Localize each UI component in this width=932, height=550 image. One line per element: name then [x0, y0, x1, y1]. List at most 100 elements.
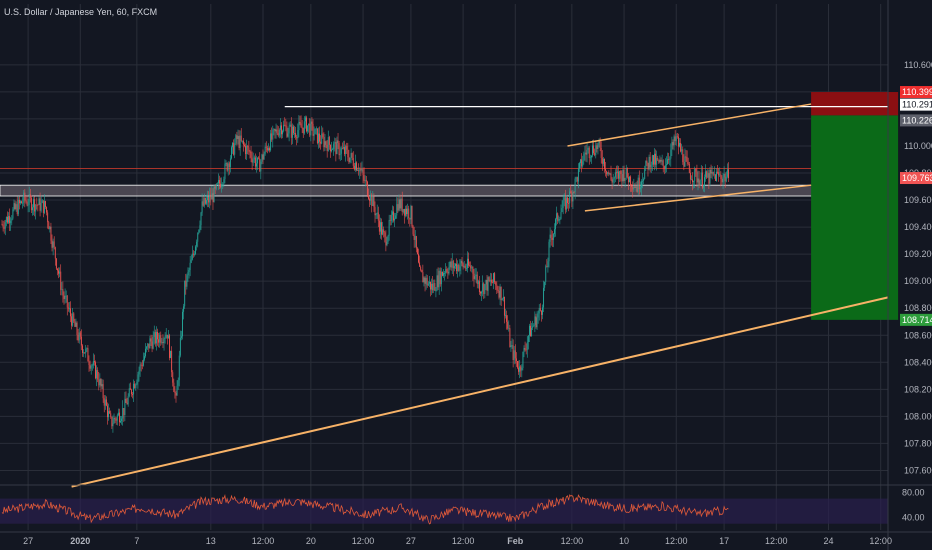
- candle-body: [369, 198, 371, 201]
- candle-body: [518, 367, 520, 372]
- candles-layer: [1, 115, 729, 433]
- candle-body: [116, 415, 118, 421]
- candle-body: [585, 152, 587, 155]
- candle-body: [122, 407, 124, 419]
- candle-body: [521, 367, 523, 371]
- candle-body: [622, 169, 624, 182]
- candle-body: [85, 348, 87, 354]
- candle-body: [3, 227, 5, 229]
- candle-body: [228, 163, 230, 167]
- candle-body: [561, 208, 563, 213]
- candle-body: [320, 141, 322, 144]
- candle-body: [378, 220, 380, 232]
- price-tick-label: 107.600: [904, 465, 932, 475]
- candle-body: [251, 157, 253, 163]
- candle-body: [519, 366, 521, 372]
- candle-body: [150, 338, 152, 342]
- candle-body: [208, 196, 210, 203]
- chart-title: U.S. Dollar / Japanese Yen, 60, FXCM: [4, 7, 157, 17]
- candle-body: [294, 132, 295, 134]
- candle-body: [155, 331, 157, 344]
- candle-body: [397, 204, 399, 211]
- candle-body: [677, 136, 679, 147]
- candle-body: [209, 194, 211, 203]
- candle-body: [687, 161, 689, 164]
- candle-body: [717, 171, 719, 173]
- candle-body: [450, 261, 452, 268]
- candle-body: [173, 382, 175, 392]
- price-badge-target: [900, 313, 932, 326]
- candle-body: [618, 171, 620, 179]
- candle-body: [377, 212, 379, 221]
- candle-body: [506, 315, 508, 322]
- candle-body: [361, 169, 363, 171]
- candle-body: [443, 273, 444, 276]
- candle-body: [42, 200, 44, 213]
- candle-body: [492, 282, 493, 284]
- candle-body: [247, 145, 249, 148]
- candle-body: [321, 133, 323, 144]
- time-tick-label: 27: [406, 536, 416, 546]
- candle-body: [420, 266, 422, 271]
- candle-body: [485, 280, 487, 285]
- candle-body: [132, 394, 133, 395]
- candle-body: [701, 172, 703, 188]
- candle-body: [459, 266, 461, 271]
- candle-body: [33, 199, 34, 208]
- candle-body: [564, 197, 566, 210]
- candle-body: [594, 152, 596, 156]
- candle-body: [333, 143, 335, 150]
- candle-body: [432, 283, 434, 291]
- candle-body: [309, 123, 311, 136]
- candle-body: [283, 124, 285, 131]
- candle-body: [1, 224, 3, 226]
- candle-body: [47, 212, 49, 223]
- price-tick-label: 110.000: [904, 141, 932, 151]
- candle-body: [276, 129, 278, 134]
- candle-body: [217, 180, 219, 184]
- candle-body: [380, 222, 381, 232]
- candle-body: [642, 180, 643, 182]
- time-tick-label: Feb: [507, 536, 524, 546]
- candle-body: [654, 153, 655, 165]
- candle-body: [623, 169, 625, 182]
- drawings-layer: [71, 103, 889, 488]
- candle-body: [26, 201, 28, 206]
- candle-body: [500, 286, 502, 301]
- candle-body: [211, 193, 213, 200]
- candle-body: [433, 283, 435, 291]
- candle-body: [641, 181, 642, 188]
- candle-body: [650, 164, 652, 168]
- candle-body: [57, 268, 58, 271]
- candle-body: [447, 271, 449, 274]
- candle-body: [685, 156, 687, 158]
- candle-body: [539, 308, 541, 311]
- candle-body: [61, 289, 63, 291]
- candle-body: [470, 265, 472, 269]
- candle-body: [167, 335, 169, 339]
- candle-body: [574, 178, 576, 193]
- candle-body: [108, 411, 110, 418]
- candle-body: [602, 158, 604, 164]
- candle-body: [620, 170, 622, 175]
- candle-body: [4, 222, 6, 229]
- candle-body: [572, 191, 574, 202]
- candle-body: [340, 148, 342, 154]
- candle-body: [272, 129, 274, 140]
- candle-body: [698, 178, 700, 186]
- candle-body: [663, 166, 665, 170]
- candle-body: [607, 172, 609, 175]
- candle-body: [520, 366, 522, 371]
- candle-body: [643, 178, 645, 181]
- candle-body: [240, 135, 242, 141]
- candle-body: [547, 261, 549, 268]
- candle-body: [548, 241, 550, 262]
- candle-body: [78, 332, 80, 341]
- time-tick-label: 7: [134, 536, 139, 546]
- rsi-line: [1, 494, 729, 525]
- candle-body: [390, 214, 392, 221]
- candle-body: [725, 176, 727, 182]
- candle-body: [297, 130, 299, 139]
- candle-body: [160, 335, 162, 343]
